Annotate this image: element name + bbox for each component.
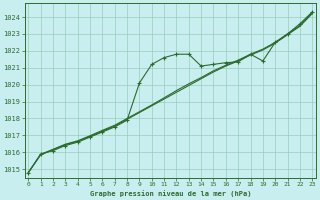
X-axis label: Graphe pression niveau de la mer (hPa): Graphe pression niveau de la mer (hPa) <box>90 190 251 197</box>
